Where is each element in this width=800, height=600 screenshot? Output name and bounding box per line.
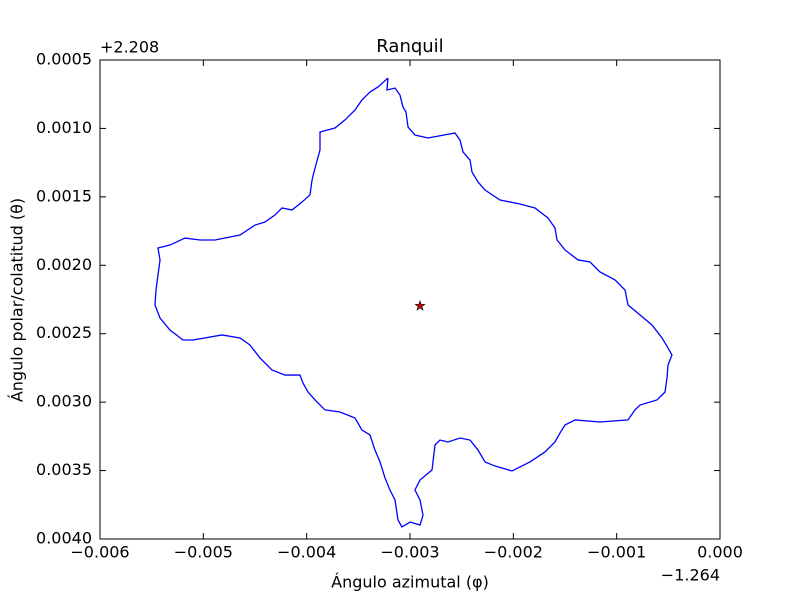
- y-tick-label: 0.0020: [36, 255, 92, 274]
- x-tick-label: −0.004: [277, 543, 336, 562]
- outline-line: [154, 77, 673, 528]
- plot-frame: [99, 59, 721, 540]
- y-tick-label: 0.0025: [36, 323, 92, 342]
- y-tick-label: 0.0040: [36, 529, 92, 548]
- x-tick-label: 0.000: [697, 543, 743, 562]
- x-offset-label: −1.264: [661, 566, 720, 585]
- y-offset-label: +2.208: [100, 38, 159, 57]
- x-tick-label: −0.001: [587, 543, 646, 562]
- x-axis-label: Ángulo azimutal (φ): [331, 573, 489, 592]
- y-tick-label: 0.0010: [36, 118, 92, 137]
- y-axis-label: Ángulo polar/colatitud (θ): [8, 198, 27, 402]
- center-marker: [414, 300, 426, 311]
- x-tick-label: −0.003: [380, 543, 439, 562]
- y-tick-label: 0.0030: [36, 392, 92, 411]
- chart-title: Ranquil: [376, 36, 443, 57]
- x-tick-label: −0.006: [70, 543, 129, 562]
- x-tick-label: −0.005: [174, 543, 233, 562]
- x-tick-label: −0.002: [484, 543, 543, 562]
- y-tick-label: 0.0005: [36, 50, 92, 69]
- y-tick-label: 0.0015: [36, 186, 92, 205]
- y-tick-label: 0.0035: [36, 460, 92, 479]
